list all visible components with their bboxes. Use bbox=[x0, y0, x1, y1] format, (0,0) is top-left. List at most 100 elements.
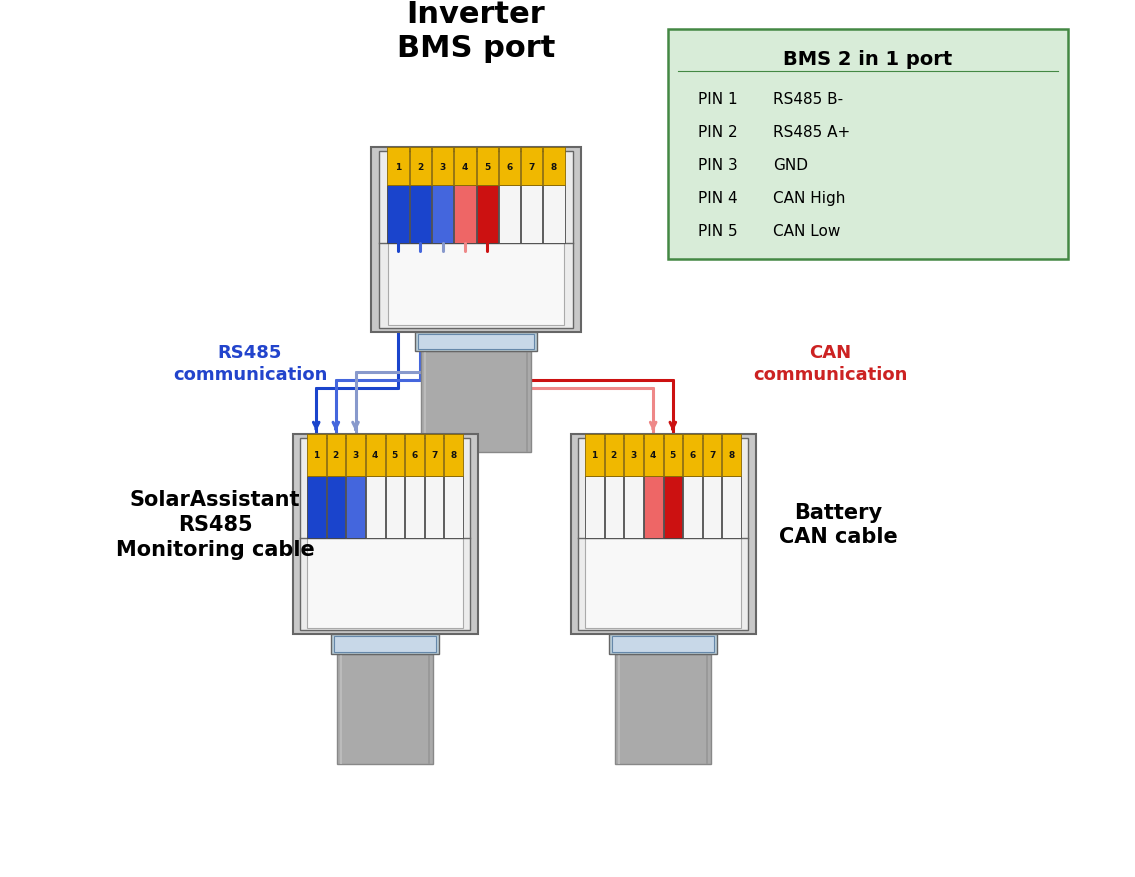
Bar bbox=[445, 476, 463, 538]
Bar bbox=[428, 654, 430, 764]
Bar bbox=[424, 434, 444, 476]
Text: CAN
communication: CAN communication bbox=[753, 344, 907, 383]
Bar bbox=[293, 434, 478, 634]
Bar bbox=[703, 476, 722, 538]
Text: 6: 6 bbox=[689, 451, 696, 460]
Bar bbox=[418, 335, 533, 349]
Text: 6: 6 bbox=[411, 451, 418, 460]
Bar bbox=[683, 434, 701, 476]
Text: 5: 5 bbox=[484, 162, 490, 172]
Bar bbox=[424, 476, 444, 538]
Bar bbox=[346, 434, 364, 476]
Bar bbox=[387, 186, 409, 244]
Bar bbox=[615, 654, 712, 764]
Bar bbox=[526, 351, 528, 453]
Text: 3: 3 bbox=[439, 162, 446, 172]
Text: 3: 3 bbox=[352, 451, 359, 460]
Bar bbox=[613, 637, 714, 652]
Bar bbox=[432, 186, 453, 244]
Text: PIN 5: PIN 5 bbox=[698, 224, 738, 239]
Text: 8: 8 bbox=[729, 451, 735, 460]
Bar bbox=[365, 434, 385, 476]
Text: PIN 2: PIN 2 bbox=[698, 125, 738, 139]
Bar bbox=[327, 476, 345, 538]
Bar bbox=[371, 148, 581, 332]
Text: CAN High: CAN High bbox=[773, 191, 846, 206]
Bar bbox=[388, 244, 564, 326]
Bar bbox=[424, 351, 427, 453]
Text: 5: 5 bbox=[392, 451, 398, 460]
Bar bbox=[410, 148, 431, 186]
Bar bbox=[306, 476, 326, 538]
Bar bbox=[300, 438, 470, 631]
Text: 1: 1 bbox=[591, 451, 597, 460]
Bar bbox=[454, 148, 476, 186]
Text: 7: 7 bbox=[431, 451, 437, 460]
Text: RS485 A+: RS485 A+ bbox=[773, 125, 850, 139]
Bar bbox=[723, 434, 741, 476]
Text: Inverter
BMS port: Inverter BMS port bbox=[397, 0, 555, 63]
Text: 5: 5 bbox=[670, 451, 676, 460]
Text: 1: 1 bbox=[313, 451, 319, 460]
Bar bbox=[578, 438, 748, 631]
Text: 1: 1 bbox=[395, 162, 401, 172]
Bar bbox=[617, 654, 620, 764]
Bar bbox=[477, 186, 498, 244]
Bar bbox=[379, 152, 572, 328]
Text: 2: 2 bbox=[333, 451, 339, 460]
Text: 7: 7 bbox=[529, 162, 535, 172]
Text: 8: 8 bbox=[451, 451, 457, 460]
Bar bbox=[571, 434, 756, 634]
Bar bbox=[331, 634, 438, 654]
Bar bbox=[585, 476, 604, 538]
Text: SolarAssistant
RS485
Monitoring cable: SolarAssistant RS485 Monitoring cable bbox=[116, 489, 314, 560]
Bar bbox=[306, 434, 326, 476]
Bar bbox=[586, 538, 741, 628]
Bar bbox=[498, 148, 520, 186]
Bar bbox=[605, 434, 623, 476]
Bar bbox=[405, 476, 423, 538]
Bar bbox=[454, 186, 476, 244]
Bar bbox=[335, 637, 436, 652]
Text: GND: GND bbox=[773, 158, 808, 173]
Text: 4: 4 bbox=[372, 451, 378, 460]
Text: BMS 2 in 1 port: BMS 2 in 1 port bbox=[783, 50, 952, 69]
Text: 4: 4 bbox=[462, 162, 468, 172]
Bar bbox=[339, 654, 342, 764]
Bar bbox=[521, 186, 543, 244]
Text: Battery
CAN cable: Battery CAN cable bbox=[779, 502, 898, 546]
Text: PIN 3: PIN 3 bbox=[698, 158, 738, 173]
Bar bbox=[544, 186, 565, 244]
Bar bbox=[432, 148, 453, 186]
Bar bbox=[477, 148, 498, 186]
Bar bbox=[664, 434, 682, 476]
Bar bbox=[337, 654, 434, 764]
Text: CAN Low: CAN Low bbox=[773, 224, 840, 239]
Bar bbox=[410, 186, 431, 244]
Text: RS485
communication: RS485 communication bbox=[173, 344, 327, 383]
Text: PIN 1: PIN 1 bbox=[698, 92, 738, 107]
Bar bbox=[346, 476, 364, 538]
Text: 2: 2 bbox=[417, 162, 423, 172]
Bar bbox=[365, 476, 385, 538]
Bar bbox=[624, 476, 642, 538]
Bar bbox=[723, 476, 741, 538]
Bar bbox=[421, 351, 530, 453]
Bar bbox=[386, 476, 404, 538]
Bar bbox=[664, 476, 682, 538]
Bar bbox=[308, 538, 463, 628]
Text: 4: 4 bbox=[650, 451, 656, 460]
Bar bbox=[521, 148, 543, 186]
Bar bbox=[669, 30, 1068, 260]
Bar bbox=[327, 434, 345, 476]
Bar bbox=[706, 654, 708, 764]
Text: 2: 2 bbox=[611, 451, 617, 460]
Text: 3: 3 bbox=[630, 451, 637, 460]
Bar bbox=[703, 434, 722, 476]
Bar bbox=[405, 434, 423, 476]
Bar bbox=[498, 186, 520, 244]
Text: 7: 7 bbox=[709, 451, 715, 460]
Bar bbox=[445, 434, 463, 476]
Text: 6: 6 bbox=[506, 162, 513, 172]
Bar bbox=[644, 476, 663, 538]
